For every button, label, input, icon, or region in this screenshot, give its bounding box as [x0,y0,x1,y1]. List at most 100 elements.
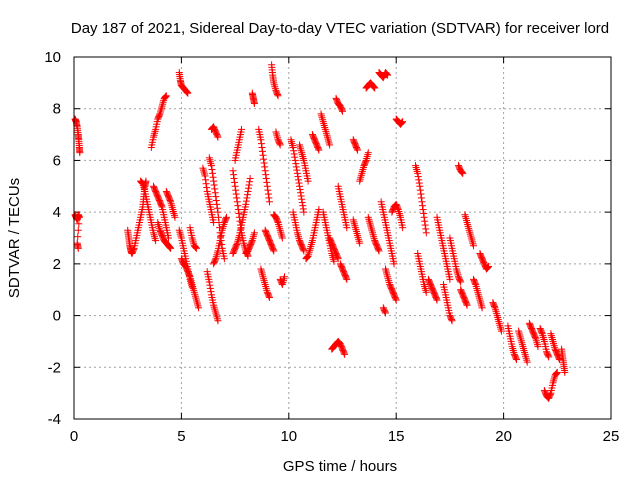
data-point [296,143,304,151]
data-point [270,247,278,255]
data-point [152,237,160,245]
data-point [366,221,374,229]
data-point [151,129,159,137]
data-point [533,339,541,347]
data-point [414,173,422,181]
data-point [304,177,312,185]
data-point [364,151,372,159]
data-point [365,217,373,225]
data-point [394,204,402,212]
data-point [464,222,472,230]
data-point [369,231,377,239]
data-point [269,246,277,254]
data-point [485,262,493,270]
data-point [262,175,270,183]
data-point [298,195,306,203]
data-point [469,240,477,248]
data-point [531,334,539,342]
data-point [272,130,280,138]
data-point [191,290,199,298]
data-point [322,129,330,137]
data-point [417,194,425,202]
data-point [262,284,270,292]
data-point [314,145,322,153]
data-point [547,330,555,338]
data-point [357,173,365,181]
data-point [475,292,483,300]
data-point [354,233,362,241]
data-point [206,156,214,164]
data-point [211,189,219,197]
data-point [232,186,240,194]
data-point [211,307,219,315]
data-point [250,229,258,237]
data-point [299,154,307,162]
y-tick-label: 2 [53,256,61,273]
data-point [319,118,327,126]
data-point [130,246,138,254]
data-point [276,226,284,234]
data-point [458,168,466,176]
data-point [516,331,524,339]
data-point [274,217,282,225]
data-point [265,293,273,301]
data-point [419,202,427,210]
data-point [519,345,527,353]
data-point [170,209,178,217]
data-point [307,240,315,248]
data-point [161,93,169,101]
data-point [261,279,269,287]
data-point [277,230,285,238]
data-point [260,275,268,283]
data-point [477,298,485,306]
data-point [463,301,471,309]
data-point [413,167,421,175]
data-point [381,308,389,316]
data-point [211,185,219,193]
data-point [271,83,279,91]
data-point [383,269,391,277]
data-point [395,209,403,217]
data-point [74,233,82,241]
data-point [307,242,315,250]
data-point [492,308,500,316]
data-point [384,71,392,79]
data-point [521,350,529,358]
data-point [421,282,429,290]
x-tick-label: 0 [70,428,78,445]
data-point [296,141,304,149]
data-point [315,146,323,154]
data-point [74,226,82,234]
data-point [538,328,546,336]
data-point [212,309,220,317]
data-point [281,273,289,281]
data-point [367,223,375,231]
data-point [412,164,420,172]
data-point [497,327,505,335]
data-point [399,224,407,232]
data-point [176,228,184,236]
data-point [399,118,407,126]
data-point [234,206,242,214]
data-point [299,153,307,161]
data-point [320,122,328,130]
data-point [463,217,471,225]
data-point [522,352,530,360]
data-point [292,160,300,168]
data-point [306,246,314,254]
data-point [206,281,214,289]
x-tick-label: 15 [388,428,405,445]
data-point [213,313,221,321]
data-point [270,81,278,89]
data-point [291,156,299,164]
data-point [192,244,200,252]
data-point [534,343,542,351]
data-point [306,244,314,252]
data-point [368,227,376,235]
data-point [288,140,296,148]
data-point [294,231,302,239]
data-point [512,356,520,364]
data-point [155,222,163,230]
data-point [214,208,222,216]
